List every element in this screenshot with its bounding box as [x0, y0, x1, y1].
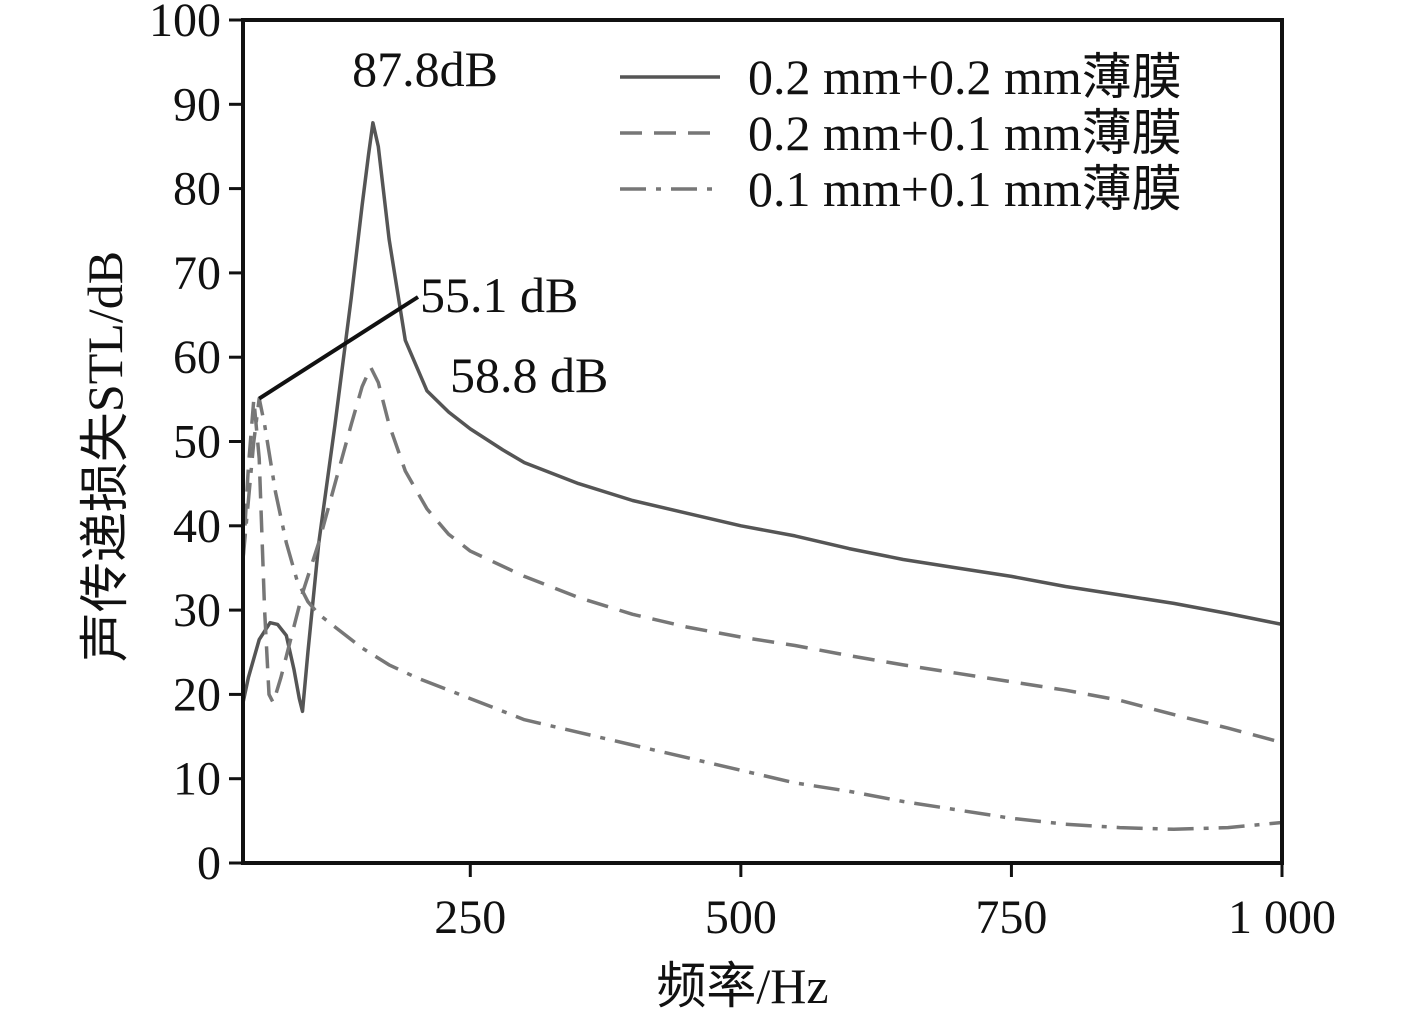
y-tick-label: 50	[173, 416, 221, 469]
series-line-02-02	[241, 121, 1283, 714]
series-line-02-01	[241, 365, 1283, 745]
y-tick-label: 60	[173, 331, 221, 384]
y-tick-label: 80	[173, 163, 221, 216]
y-tick-label: 90	[173, 78, 221, 131]
x-tick-label: 1 000	[1228, 891, 1336, 944]
legend-item-02-01: 0.2 mm+0.1 mm薄膜	[620, 105, 1182, 161]
y-tick-label: 10	[173, 753, 221, 806]
y-tick-label: 30	[173, 584, 221, 637]
annotations-group: 87.8dB 55.1 dB 58.8 dB	[258, 41, 608, 403]
y-tick-label: 100	[149, 0, 221, 47]
y-axis-label: 声传递损失STL/dB	[77, 251, 133, 662]
legend-label: 0.2 mm+0.1 mm薄膜	[748, 105, 1182, 161]
annotation-peak-588: 58.8 dB	[450, 347, 608, 403]
y-tick-label: 0	[197, 837, 221, 890]
x-axis-label: 频率/Hz	[656, 958, 828, 1012]
series-lines-group	[241, 121, 1283, 832]
y-tick-label: 20	[173, 668, 221, 721]
legend-label: 0.2 mm+0.2 mm薄膜	[748, 49, 1182, 105]
x-tick-label: 500	[705, 891, 777, 944]
legend-item-01-01: 0.1 mm+0.1 mm薄膜	[620, 161, 1182, 217]
legend-label: 0.1 mm+0.1 mm薄膜	[748, 161, 1182, 217]
legend-item-02-02: 0.2 mm+0.2 mm薄膜	[620, 49, 1182, 105]
x-tick-label: 750	[975, 891, 1047, 944]
axis-ticks-group: 0 10 20 30 40 50 60 70 80 90 100 250 500 750 1 000	[149, 0, 1336, 944]
annotation-peak-878: 87.8dB	[352, 41, 498, 97]
y-tick-label: 70	[173, 247, 221, 300]
y-tick-label: 40	[173, 500, 221, 553]
annotation-peak-551: 55.1 dB	[420, 267, 578, 323]
annotation-leader-line	[258, 295, 420, 401]
series-line-01-01	[241, 396, 1283, 832]
x-tick-label: 250	[434, 891, 506, 944]
